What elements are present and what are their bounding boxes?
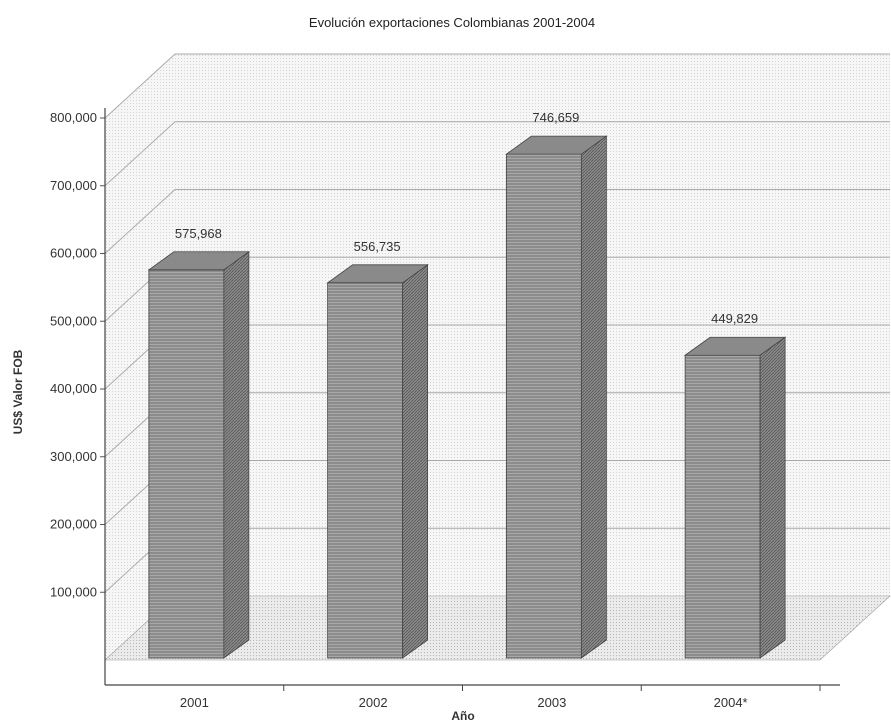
gridline <box>104 53 890 119</box>
bar-front-face <box>684 354 761 659</box>
bar <box>683 336 787 659</box>
x-tick-labels: 2001 2002 2003 2004* <box>180 695 748 710</box>
data-label: 556,735 <box>354 239 401 254</box>
data-label: 575,968 <box>175 226 222 241</box>
y-tick-label: 100,000 <box>50 584 97 599</box>
bar-side-face <box>580 135 607 659</box>
bar-top-face <box>326 264 429 284</box>
bar-side-face <box>759 336 786 659</box>
bar-side-face <box>223 251 250 659</box>
bars <box>147 135 787 659</box>
bar <box>147 251 251 659</box>
bar-top-face <box>683 336 787 356</box>
data-label: 449,829 <box>711 311 758 326</box>
gridline <box>104 121 890 187</box>
y-tick-label: 500,000 <box>50 313 97 328</box>
data-label: 746,659 <box>532 110 579 125</box>
x-tick-label: 2004* <box>714 695 748 710</box>
y-tick-label: 300,000 <box>50 449 97 464</box>
y-tick-label: 800,000 <box>50 110 97 125</box>
bar-front-face <box>148 269 225 659</box>
y-tick-label: 200,000 <box>50 517 97 532</box>
bar-top-face <box>147 251 251 271</box>
bar-top-face <box>505 135 608 155</box>
chart-title: Evolución exportaciones Colombianas 2001… <box>309 15 595 30</box>
bar-front-face <box>505 153 582 659</box>
x-axis-label: Año <box>451 709 474 723</box>
axes <box>104 108 840 691</box>
bar-side-face <box>402 264 429 659</box>
bar-front-face <box>327 282 404 659</box>
y-tick-label: 600,000 <box>50 246 97 261</box>
gridline <box>104 189 890 254</box>
bar <box>326 264 429 659</box>
y-axis-label: US$ Valor FOB <box>11 349 25 434</box>
y-tick-label: 700,000 <box>50 178 97 193</box>
y-tick-labels: 100,000 200,000 300,000 400,000 500,000 600,0… <box>50 110 97 599</box>
x-tick-label: 2003 <box>537 695 566 710</box>
bar <box>505 135 608 659</box>
x-tick-label: 2002 <box>359 695 388 710</box>
data-labels: 575,968 556,735 746,659 449,829 <box>175 110 758 326</box>
y-tick-label: 400,000 <box>50 381 97 396</box>
x-tick-label: 2001 <box>180 695 209 710</box>
